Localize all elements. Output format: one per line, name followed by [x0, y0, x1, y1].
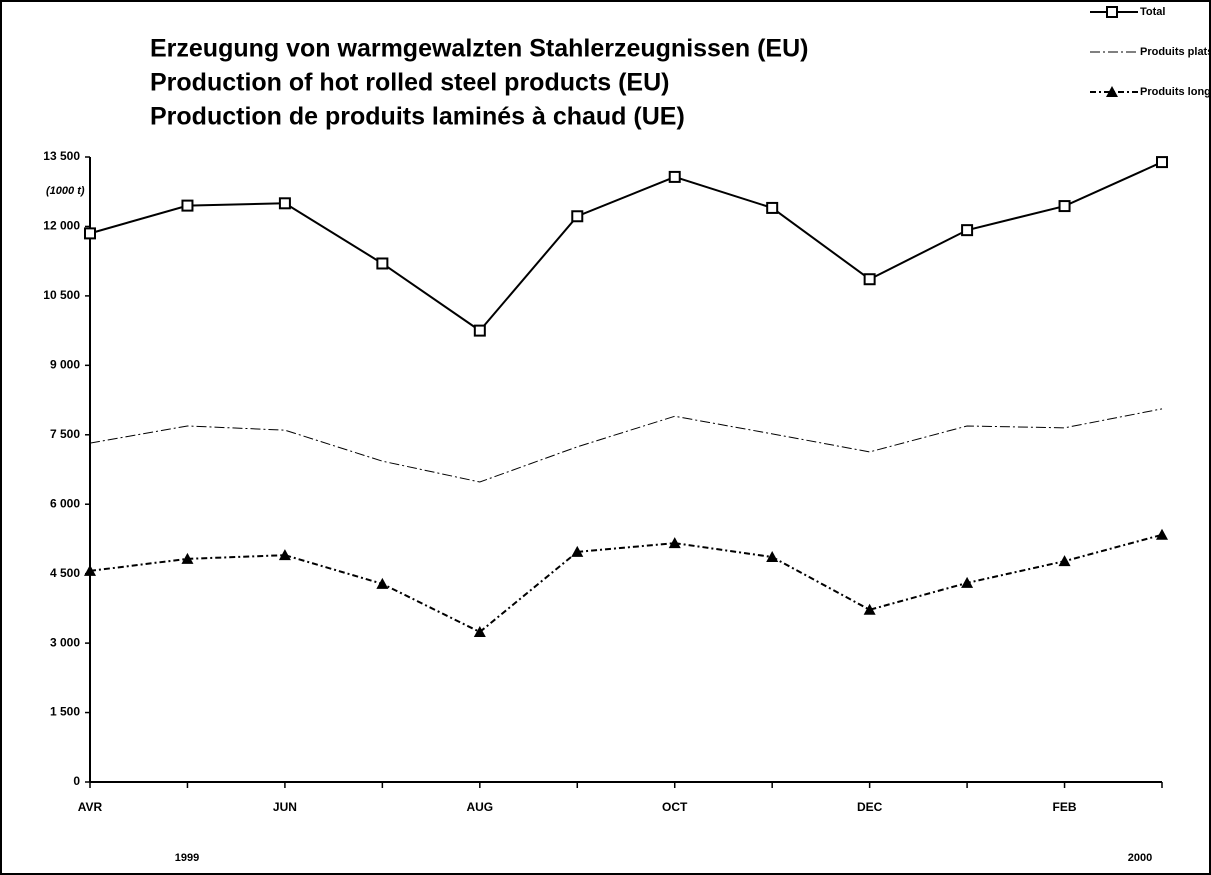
- y-tick-label: 4 500: [50, 566, 80, 580]
- x-tick-label: DEC: [857, 800, 883, 814]
- point: [278, 549, 291, 561]
- point: [1058, 200, 1071, 213]
- x-tick-label: FEB: [1053, 800, 1077, 814]
- point: [376, 577, 389, 589]
- point: [376, 257, 389, 270]
- chart-title: Production of hot rolled steel products …: [150, 69, 669, 97]
- point: [84, 564, 96, 576]
- point: [961, 224, 974, 237]
- legend-marker: [1106, 86, 1118, 97]
- point: [668, 170, 681, 183]
- point: [473, 626, 486, 637]
- point: [668, 537, 681, 549]
- x-tick-label: OCT: [662, 800, 688, 814]
- legend-marker: [1106, 6, 1118, 18]
- point: [961, 576, 974, 588]
- y-tick-label: 3 000: [50, 635, 80, 649]
- y-tick-label: 13 500: [43, 149, 80, 163]
- point: [473, 324, 486, 337]
- point: [181, 552, 194, 564]
- point: [278, 197, 291, 210]
- point: [571, 545, 584, 557]
- y-tick-label: 6 000: [50, 496, 80, 510]
- year-label: 2000: [1128, 852, 1152, 864]
- point: [1058, 555, 1071, 567]
- series-line: [89, 533, 1163, 634]
- x-tick-label: AUG: [466, 800, 493, 814]
- point: [1156, 528, 1168, 540]
- y-tick-label: 7 500: [50, 427, 80, 441]
- y-tick-label: 12 000: [43, 219, 80, 233]
- point: [766, 551, 779, 562]
- y-tick-label: 1 500: [50, 705, 80, 719]
- legend-label: Total: [1140, 6, 1165, 18]
- y-tick-label: 9 000: [50, 358, 80, 372]
- point: [766, 201, 779, 214]
- x-tick-label: AVR: [78, 800, 103, 814]
- y-tick-label: 10 500: [43, 288, 80, 302]
- point: [863, 273, 876, 286]
- point: [571, 210, 584, 223]
- y-axis-label: (1000 t): [46, 185, 85, 197]
- series-line: [89, 161, 1163, 332]
- legend-label: Produits plats: [1140, 46, 1211, 58]
- point: [181, 199, 194, 212]
- point: [863, 603, 876, 615]
- x-tick-label: JUN: [273, 800, 297, 814]
- year-label: 1999: [175, 852, 199, 864]
- point: [84, 227, 96, 240]
- y-tick-label: 0: [73, 774, 80, 788]
- legend-label: Produits longs: [1140, 86, 1211, 98]
- series-line: [89, 408, 1163, 483]
- chart-title: Erzeugung von warmgewalzten Stahlerzeugn…: [150, 35, 808, 63]
- point: [1156, 156, 1168, 169]
- chart-title: Production de produits laminés à chaud (…: [150, 103, 685, 131]
